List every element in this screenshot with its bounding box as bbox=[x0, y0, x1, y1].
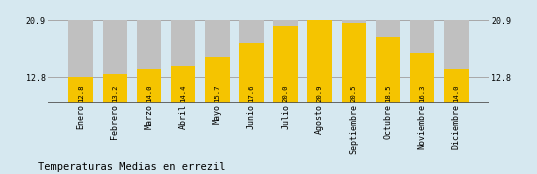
Text: 17.6: 17.6 bbox=[249, 84, 255, 102]
Text: 12.8: 12.8 bbox=[78, 84, 84, 102]
Bar bbox=[410, 53, 434, 103]
Text: 15.7: 15.7 bbox=[214, 84, 220, 102]
Bar bbox=[444, 20, 469, 103]
Text: 20.9: 20.9 bbox=[317, 84, 323, 102]
Bar bbox=[342, 23, 366, 103]
Bar bbox=[273, 20, 298, 103]
Bar bbox=[376, 37, 401, 103]
Bar bbox=[376, 20, 401, 103]
Bar bbox=[171, 66, 195, 103]
Text: 20.5: 20.5 bbox=[351, 84, 357, 102]
Text: 16.3: 16.3 bbox=[419, 84, 425, 102]
Bar bbox=[68, 77, 93, 103]
Text: 18.5: 18.5 bbox=[385, 84, 391, 102]
Bar bbox=[239, 43, 264, 103]
Bar bbox=[205, 57, 229, 103]
Bar bbox=[103, 74, 127, 103]
Bar bbox=[308, 20, 332, 103]
Text: 14.4: 14.4 bbox=[180, 84, 186, 102]
Bar bbox=[239, 20, 264, 103]
Bar bbox=[444, 69, 469, 103]
Text: Temperaturas Medias en errezil: Temperaturas Medias en errezil bbox=[38, 162, 225, 172]
Bar bbox=[103, 20, 127, 103]
Bar bbox=[273, 26, 298, 103]
Text: 13.2: 13.2 bbox=[112, 84, 118, 102]
Bar bbox=[136, 69, 161, 103]
Text: 14.0: 14.0 bbox=[146, 84, 152, 102]
Bar bbox=[308, 20, 332, 103]
Text: 14.0: 14.0 bbox=[453, 84, 459, 102]
Bar bbox=[136, 20, 161, 103]
Bar bbox=[342, 20, 366, 103]
Bar bbox=[68, 20, 93, 103]
Bar bbox=[171, 20, 195, 103]
Text: 20.0: 20.0 bbox=[282, 84, 288, 102]
Bar bbox=[410, 20, 434, 103]
Bar bbox=[205, 20, 229, 103]
